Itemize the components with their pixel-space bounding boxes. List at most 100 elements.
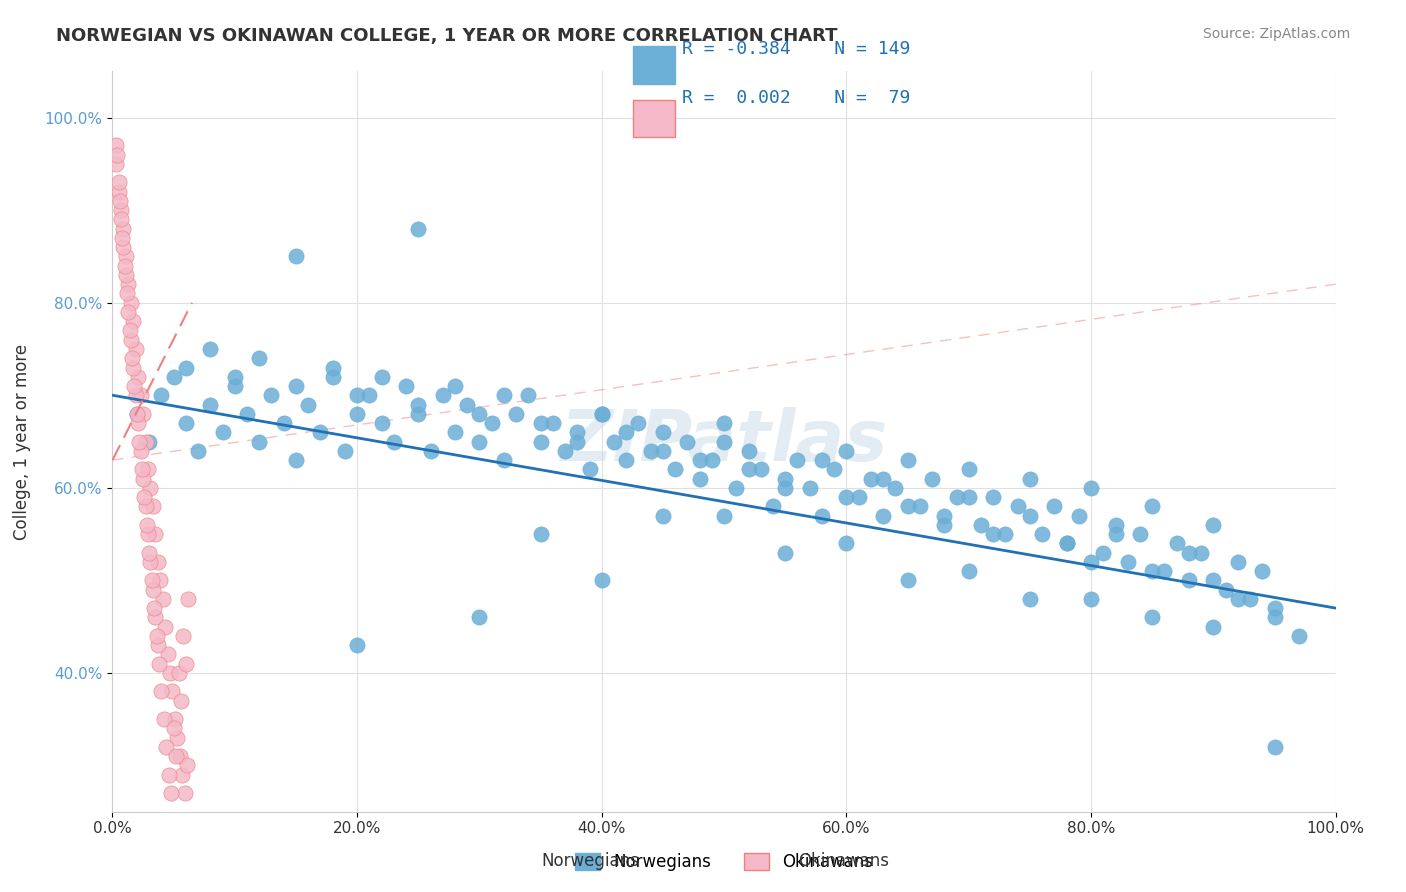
Point <box>432 388 454 402</box>
Point <box>957 490 980 504</box>
Point <box>614 425 637 440</box>
Point <box>799 481 821 495</box>
Point <box>125 388 148 402</box>
Point <box>970 517 993 532</box>
Point <box>112 240 135 254</box>
Point <box>139 481 162 495</box>
Point <box>775 471 797 485</box>
Y-axis label: College, 1 year or more: College, 1 year or more <box>13 343 31 540</box>
Point <box>125 407 148 421</box>
Point <box>957 462 980 476</box>
Point <box>578 462 600 476</box>
Point <box>177 591 200 606</box>
Point <box>1129 527 1152 541</box>
Point <box>163 722 186 736</box>
Point <box>153 619 176 633</box>
Point <box>142 500 165 514</box>
Point <box>468 610 491 624</box>
Point <box>541 416 564 430</box>
Point <box>444 379 467 393</box>
Point <box>135 517 157 532</box>
Point <box>309 425 332 440</box>
Point <box>567 425 589 440</box>
Point <box>284 249 308 264</box>
Point <box>174 416 197 430</box>
Point <box>131 462 153 476</box>
Point <box>1018 591 1040 606</box>
Point <box>408 221 430 235</box>
Point <box>117 305 139 319</box>
Point <box>1018 471 1040 485</box>
Point <box>224 379 246 393</box>
Point <box>567 434 589 449</box>
Point <box>1153 564 1175 578</box>
Point <box>1142 610 1164 624</box>
Point <box>125 342 148 356</box>
Point <box>139 555 162 569</box>
Point <box>1264 739 1286 754</box>
Point <box>591 407 613 421</box>
Point <box>122 314 145 328</box>
Point <box>120 333 142 347</box>
Point <box>156 648 179 662</box>
Point <box>737 462 759 476</box>
Point <box>859 471 882 485</box>
Point <box>713 416 735 430</box>
Point <box>150 388 173 402</box>
Point <box>114 259 136 273</box>
Point <box>468 407 491 421</box>
Point <box>419 443 441 458</box>
Point <box>143 527 166 541</box>
Point <box>1251 564 1274 578</box>
Point <box>146 555 169 569</box>
Point <box>107 175 129 189</box>
FancyBboxPatch shape <box>633 46 675 84</box>
Point <box>1178 545 1201 560</box>
Point <box>1226 555 1249 569</box>
Point <box>725 481 748 495</box>
Point <box>125 407 148 421</box>
Point <box>136 527 159 541</box>
Point <box>284 379 308 393</box>
Point <box>640 443 662 458</box>
Point <box>143 610 166 624</box>
Point <box>689 453 711 467</box>
Point <box>224 369 246 384</box>
Point <box>174 657 197 671</box>
Point <box>713 434 735 449</box>
Point <box>163 712 186 726</box>
Point <box>395 379 418 393</box>
Point <box>110 203 132 218</box>
Point <box>811 508 834 523</box>
Point <box>141 574 163 588</box>
Point <box>134 500 156 514</box>
Point <box>117 277 139 292</box>
Point <box>897 453 920 467</box>
Point <box>529 527 551 541</box>
Point <box>627 416 650 430</box>
Point <box>127 416 149 430</box>
Point <box>517 388 540 402</box>
Point <box>1226 591 1249 606</box>
Point <box>1215 582 1237 597</box>
Point <box>127 369 149 384</box>
Point <box>118 323 141 337</box>
Point <box>172 767 194 781</box>
Point <box>108 194 131 208</box>
Point <box>115 249 138 264</box>
Legend: Norwegians, Okinawans: Norwegians, Okinawans <box>568 846 880 878</box>
Point <box>163 369 186 384</box>
Point <box>945 490 967 504</box>
Point <box>128 434 150 449</box>
Point <box>172 629 194 643</box>
Point <box>1080 591 1102 606</box>
Point <box>664 462 686 476</box>
Point <box>934 517 956 532</box>
Point <box>120 295 142 310</box>
Point <box>382 434 405 449</box>
Point <box>1189 545 1212 560</box>
Point <box>1264 601 1286 615</box>
Point <box>170 694 193 708</box>
Point <box>121 351 143 366</box>
Point <box>346 407 368 421</box>
